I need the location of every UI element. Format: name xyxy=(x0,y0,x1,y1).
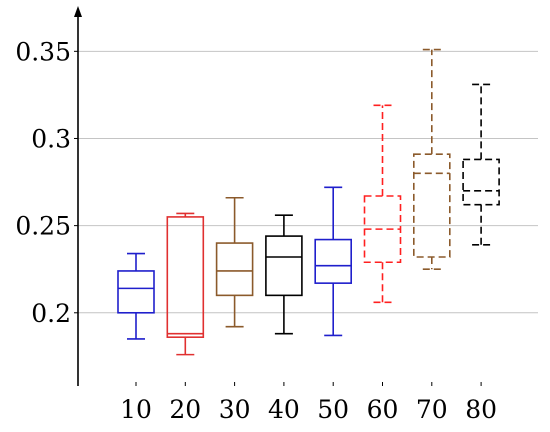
box-70 xyxy=(412,48,451,271)
box-50 xyxy=(314,186,353,337)
x-axis-ticks: 10 20 30 40 50 60 70 80 xyxy=(120,382,497,424)
x-tick-label: 80 xyxy=(465,395,497,424)
y-tick-label: 0.35 xyxy=(15,37,71,66)
grid-lines xyxy=(78,50,538,314)
y-axis-ticks: 0.2 0.25 0.3 0.35 xyxy=(15,37,78,328)
y-tick-label: 0.3 xyxy=(31,124,71,153)
box-40 xyxy=(265,214,303,335)
y-axis-arrow-icon xyxy=(74,6,82,17)
box-iqr xyxy=(117,270,155,314)
box-iqr xyxy=(215,242,254,297)
box-iqr xyxy=(166,216,205,338)
box-iqr xyxy=(462,158,500,206)
box-30 xyxy=(215,196,254,328)
box-iqr xyxy=(412,153,451,258)
x-tick-label: 60 xyxy=(367,395,399,424)
x-tick-label: 10 xyxy=(120,395,152,424)
box-series xyxy=(117,48,500,356)
box-60 xyxy=(363,104,402,304)
x-tick-label: 70 xyxy=(416,395,448,424)
y-tick-label: 0.2 xyxy=(31,299,71,328)
x-tick-label: 50 xyxy=(317,395,349,424)
box-80 xyxy=(462,83,500,246)
axes xyxy=(74,6,82,386)
y-tick-label: 0.25 xyxy=(15,212,71,241)
box-iqr xyxy=(265,235,303,297)
x-tick-label: 30 xyxy=(219,395,251,424)
box-10 xyxy=(117,252,155,340)
box-iqr xyxy=(314,238,353,284)
x-tick-label: 20 xyxy=(169,395,201,424)
x-tick-label: 40 xyxy=(268,395,300,424)
box-20 xyxy=(166,212,205,356)
